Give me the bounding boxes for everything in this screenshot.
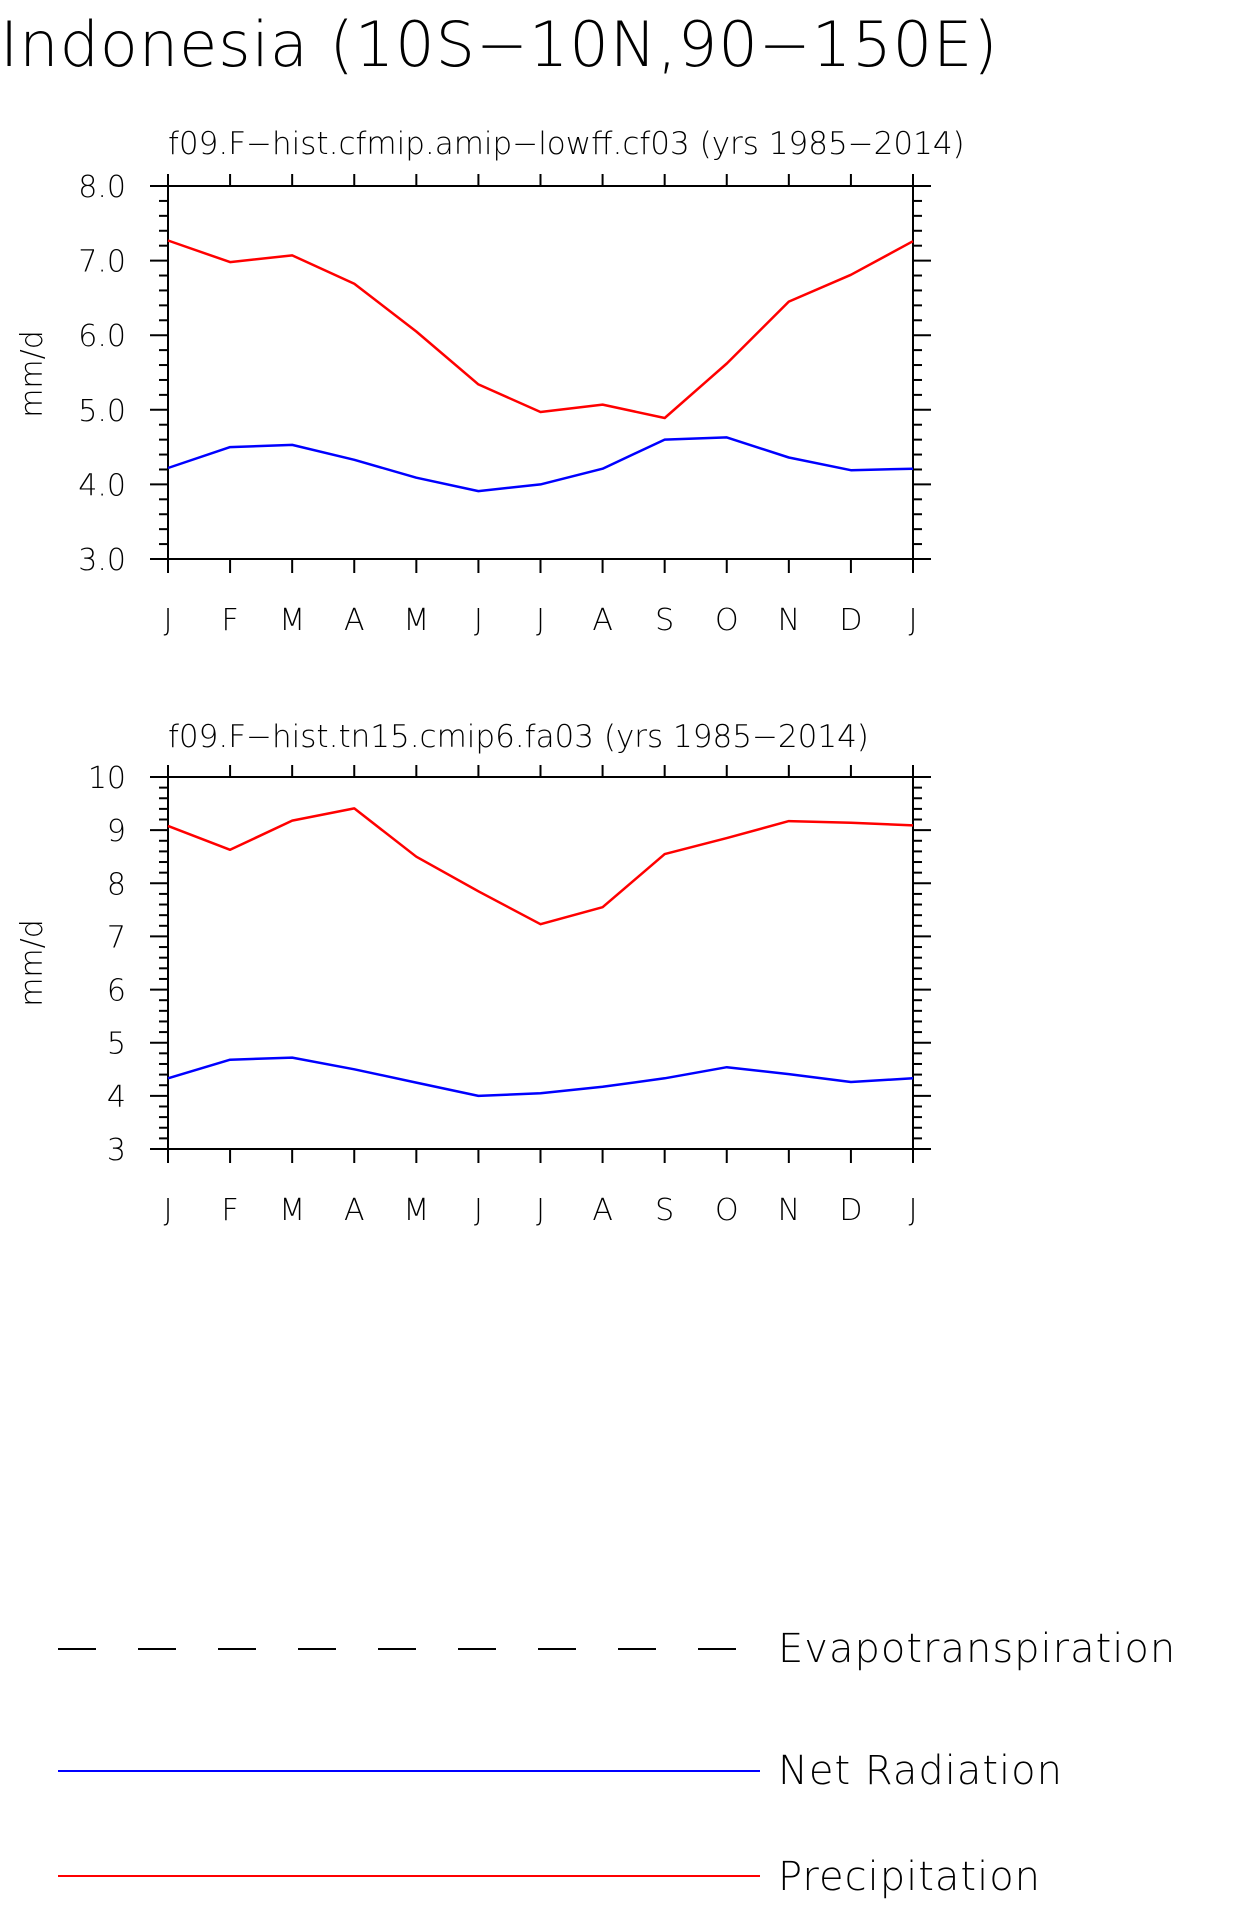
x-tick-label: M	[279, 603, 305, 638]
x-tick-label: O	[715, 1193, 739, 1228]
x-tick-label: M	[403, 1193, 429, 1228]
main-title: Indonesia (10S−10N,90−150E)	[0, 8, 998, 81]
x-tick-label: J	[474, 1193, 483, 1228]
legend-item-net-radiation: Net Radiation	[58, 1748, 1063, 1794]
x-tick-label: A	[344, 1193, 365, 1228]
y-tick-label: 7	[107, 920, 126, 955]
x-tick-label: D	[839, 603, 862, 638]
x-tick-label: J	[164, 1193, 173, 1228]
y-tick-label: 7.0	[78, 245, 126, 280]
x-tick-label: O	[715, 603, 739, 638]
y-tick-label: 9	[107, 814, 126, 849]
y-tick-label: 10	[88, 761, 126, 796]
x-tick-label: S	[655, 603, 674, 638]
y-axis-label: mm/d	[15, 330, 50, 418]
y-tick-label: 8	[107, 867, 126, 902]
series-line-precipitation	[167, 807, 914, 926]
x-tick-label: M	[279, 1193, 305, 1228]
legend-label: Precipitation	[778, 1854, 1041, 1900]
y-tick-label: 6.0	[78, 319, 126, 354]
y-axis-label: mm/d	[15, 919, 50, 1007]
x-tick-label: J	[474, 603, 483, 638]
x-tick-label: J	[536, 1193, 545, 1228]
y-tick-label: 3	[107, 1133, 126, 1168]
series-line-precipitation	[167, 239, 914, 420]
y-tick-label: 4	[107, 1080, 126, 1115]
x-tick-label: J	[164, 603, 173, 638]
y-tick-label: 4.0	[78, 468, 126, 503]
x-tick-label: A	[592, 603, 613, 638]
series-line-net-radiation	[167, 1056, 914, 1098]
chart-panel-1: f09.F−hist.cfmip.amip−lowff.cf03 (yrs 19…	[15, 126, 965, 638]
legend-item-evapotranspiration: Evapotranspiration	[58, 1626, 1176, 1672]
x-tick-label: N	[778, 603, 800, 638]
y-tick-label: 6	[107, 974, 126, 1009]
panel-title: f09.F−hist.cfmip.amip−lowff.cf03 (yrs 19…	[168, 126, 965, 162]
chart-panel-2: f09.F−hist.tn15.cmip6.fa03 (yrs 1985−201…	[15, 719, 931, 1228]
x-tick-label: J	[536, 603, 545, 638]
x-tick-label: D	[839, 1193, 862, 1228]
x-tick-label: S	[655, 1193, 674, 1228]
plot-frame	[167, 185, 914, 560]
x-tick-label: J	[909, 603, 918, 638]
y-tick-label: 3.0	[78, 543, 126, 578]
legend-item-precipitation: Precipitation	[58, 1854, 1041, 1900]
x-tick-label: N	[778, 1193, 800, 1228]
x-tick-label: J	[909, 1193, 918, 1228]
y-tick-label: 5	[107, 1027, 126, 1062]
x-tick-label: A	[592, 1193, 613, 1228]
y-tick-label: 8.0	[78, 170, 126, 205]
panel-title: f09.F−hist.tn15.cmip6.fa03 (yrs 1985−201…	[168, 719, 869, 755]
legend-label: Evapotranspiration	[778, 1626, 1176, 1672]
x-tick-label: F	[221, 1193, 238, 1228]
series-line-net-radiation	[167, 436, 914, 493]
x-tick-label: F	[221, 603, 238, 638]
x-tick-label: A	[344, 603, 365, 638]
legend-label: Net Radiation	[778, 1748, 1063, 1794]
y-tick-label: 5.0	[78, 394, 126, 429]
legend: Evapotranspiration Net Radiation Precipi…	[58, 1626, 1176, 1900]
x-tick-label: M	[403, 603, 429, 638]
